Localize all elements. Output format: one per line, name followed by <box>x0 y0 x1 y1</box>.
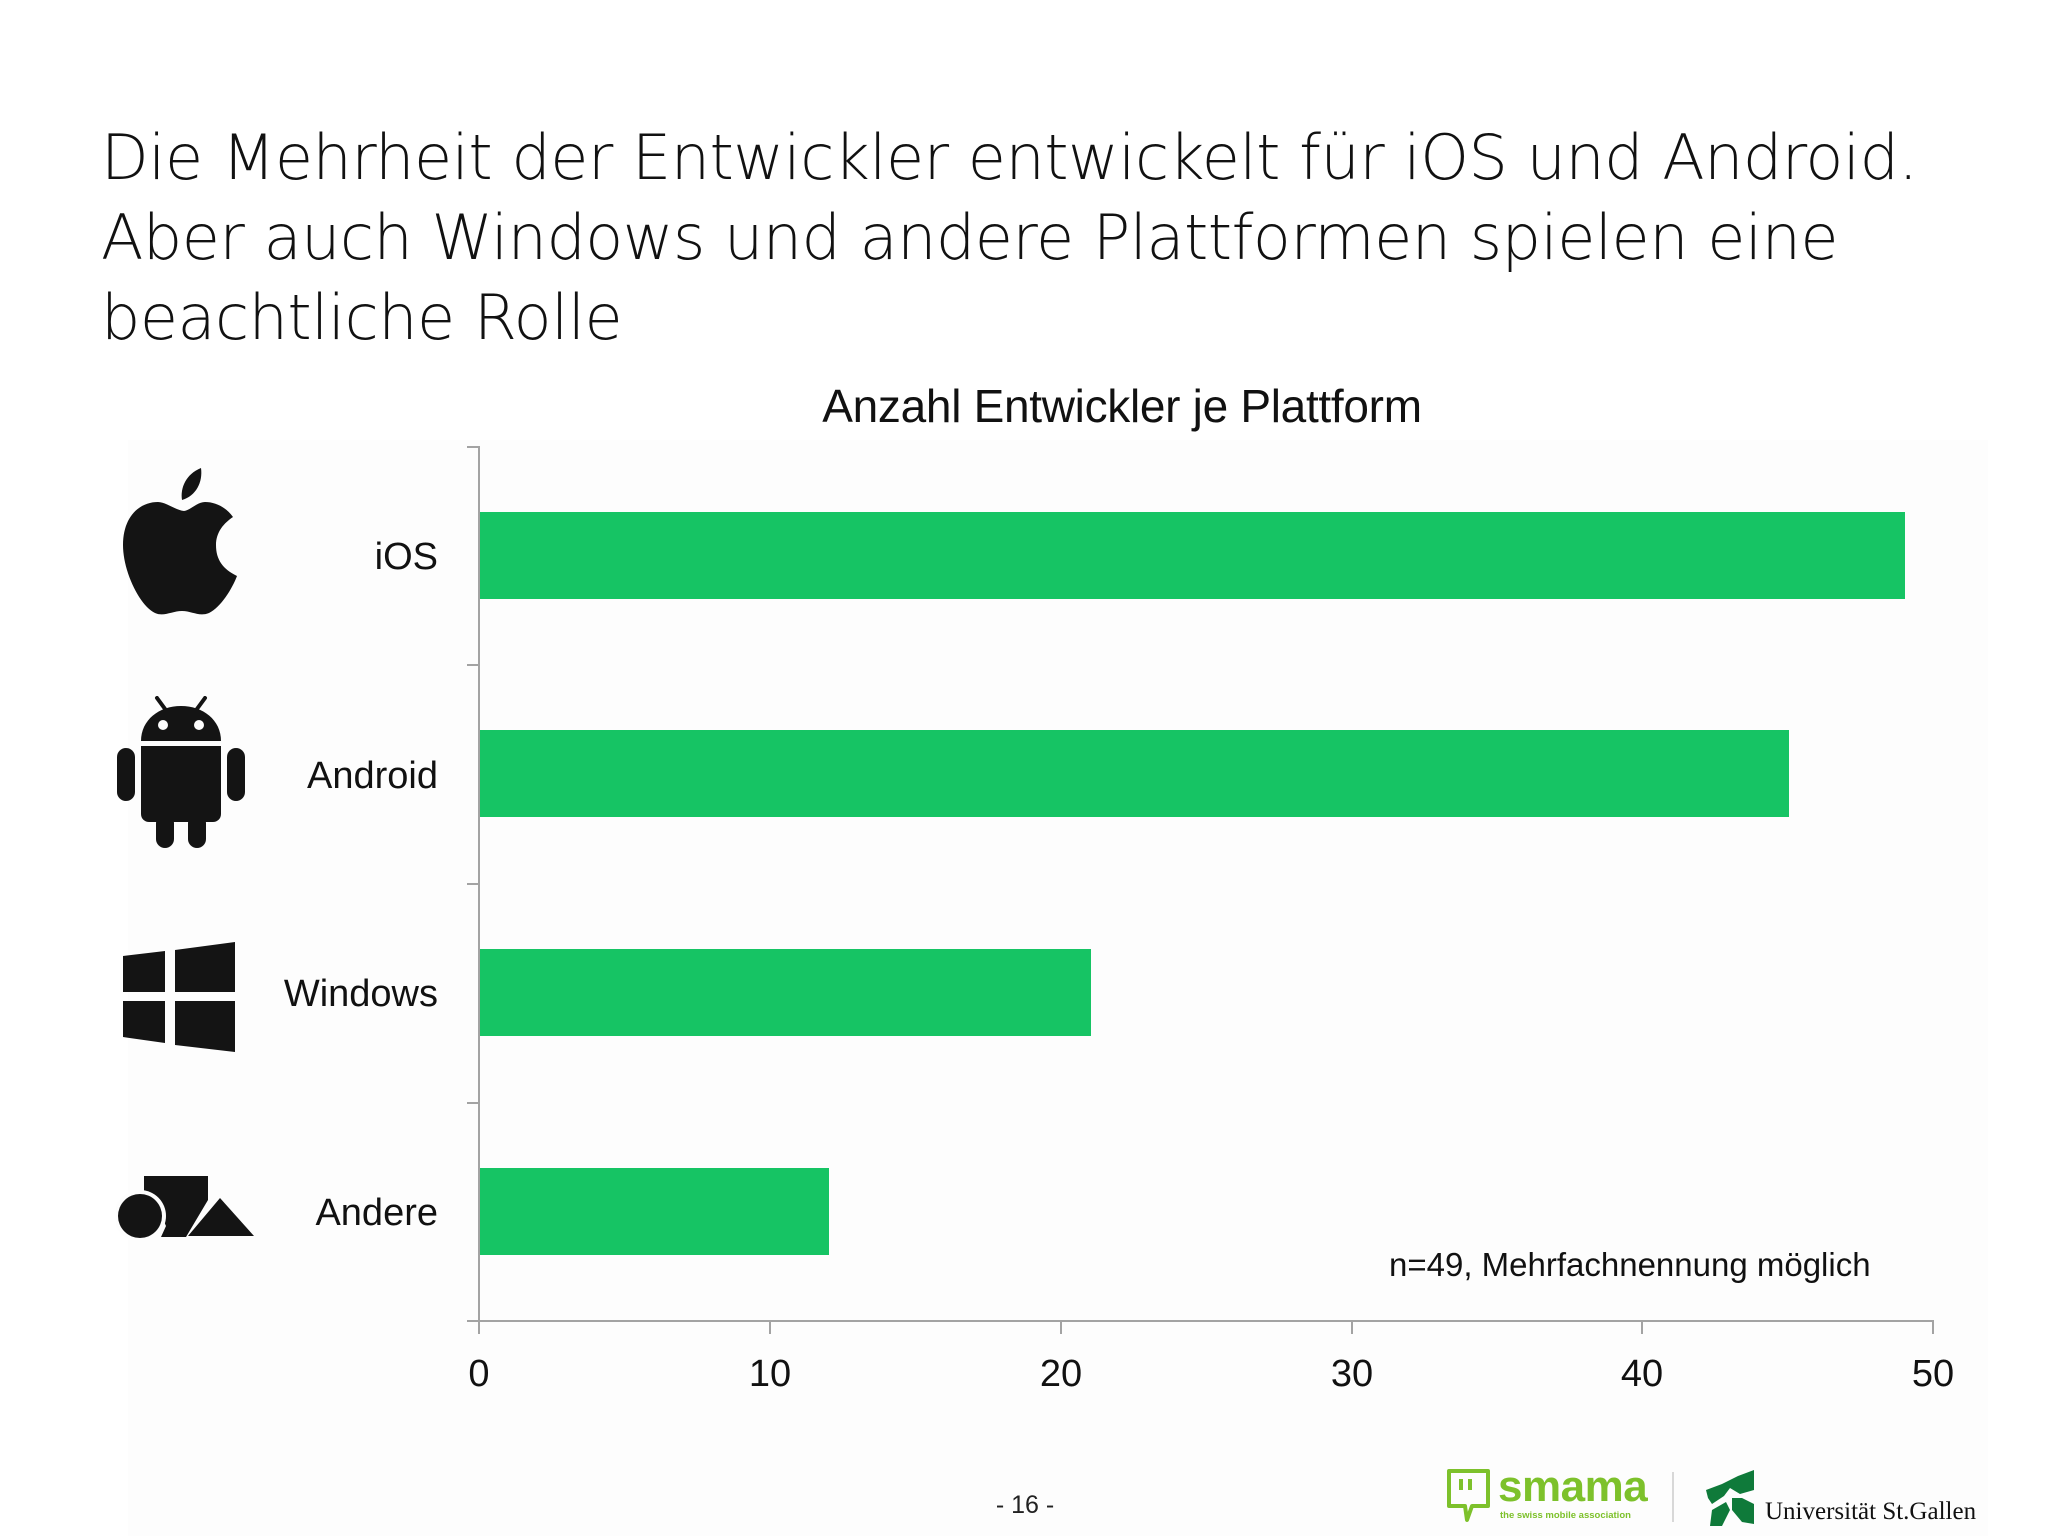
x-tick-label: 30 <box>1330 1353 1374 1395</box>
x-tick-label: 10 <box>748 1353 792 1395</box>
y-axis-tick <box>467 883 479 885</box>
hsg-logo: Universität St.Gallen <box>1704 1466 1976 1530</box>
bar-windows <box>480 949 1091 1036</box>
x-tick-label: 40 <box>1620 1353 1664 1395</box>
category-label-android: Android <box>307 755 438 797</box>
hsg-wordmark: Universität St.Gallen <box>1765 1498 1977 1525</box>
sample-size-note: n=49, Mehrfachnennung möglich <box>1389 1246 1871 1283</box>
y-axis-tick <box>467 664 479 666</box>
x-tick-label: 50 <box>1911 1353 1955 1395</box>
footer-divider <box>1672 1472 1674 1522</box>
category-label-windows: Windows <box>283 973 438 1015</box>
apple-icon <box>123 468 237 615</box>
page-number: - 16 - <box>995 1491 1055 1519</box>
android-icon <box>117 696 245 848</box>
category-label-andere: Andere <box>315 1192 438 1234</box>
headline-line-3: beachtliche Rolle <box>101 281 623 354</box>
headline-line-1: Die Mehrheit der Entwickler entwickelt f… <box>101 121 1918 194</box>
x-axis-tick <box>1641 1321 1643 1334</box>
speech-bubble-icon <box>1447 1469 1490 1522</box>
headline-line-2: Aber auch Windows und andere Plattformen… <box>101 201 1839 274</box>
chart-title: Anzahl Entwickler je Plattform <box>822 380 1422 432</box>
x-axis-tick <box>1351 1321 1353 1334</box>
category-label-ios: iOS <box>374 536 438 578</box>
x-axis-tick <box>1060 1321 1062 1334</box>
x-axis-tick <box>478 1321 480 1334</box>
x-axis-tick <box>1932 1321 1934 1334</box>
smama-tagline: the swiss mobile association <box>1500 1510 1631 1521</box>
x-tick-label: 0 <box>468 1353 490 1395</box>
x-tick-label: 20 <box>1039 1353 1083 1395</box>
x-axis-line <box>467 1320 1934 1322</box>
y-axis-tick <box>467 446 479 448</box>
windows-icon <box>123 942 235 1052</box>
x-axis-tick <box>769 1321 771 1334</box>
bar-ios <box>480 512 1905 599</box>
bar-andere <box>480 1168 829 1255</box>
hsg-emblem-icon <box>1706 1470 1754 1526</box>
shapes-icon <box>116 1176 254 1242</box>
slide-headline: Die Mehrheit der Entwickler entwickelt f… <box>101 118 2001 358</box>
smama-wordmark: smama <box>1498 1462 1648 1511</box>
y-axis-tick <box>467 1102 479 1104</box>
bar-android <box>480 730 1789 817</box>
y-axis-line <box>478 446 480 1322</box>
smama-logo: smama the swiss mobile association <box>1446 1462 1648 1528</box>
